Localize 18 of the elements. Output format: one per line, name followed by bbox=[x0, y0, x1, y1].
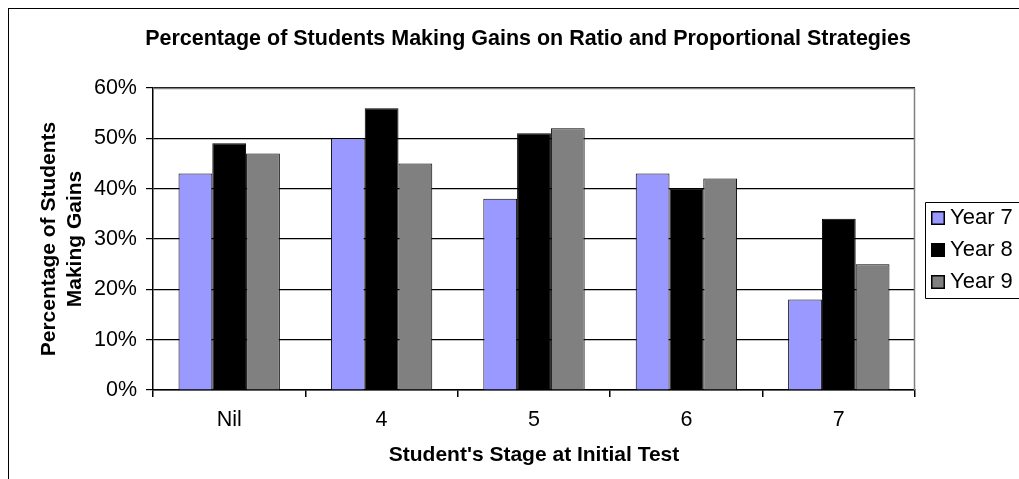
x-tick-label: 6 bbox=[680, 406, 693, 431]
y-tick-label: 0% bbox=[105, 376, 137, 401]
y-tick-label: 10% bbox=[93, 326, 137, 351]
y-tick-label: 40% bbox=[93, 175, 137, 200]
legend-label: Year 8 bbox=[950, 236, 1013, 262]
x-tick-label: 5 bbox=[528, 406, 541, 431]
y-tick-label: 30% bbox=[93, 225, 137, 250]
legend-label: Year 7 bbox=[950, 204, 1013, 230]
y-tick-label: 60% bbox=[93, 74, 137, 99]
x-tick-label: 4 bbox=[375, 406, 388, 431]
x-axis-title: Student's Stage at Initial Test bbox=[388, 442, 680, 466]
y-tick-label: 20% bbox=[93, 276, 137, 301]
chart-title: Percentage of Students Making Gains on Ratio and Proportional Strategies bbox=[145, 25, 911, 50]
x-tick-label: Nil bbox=[216, 406, 242, 431]
x-tick-label: 7 bbox=[832, 406, 845, 431]
legend-label: Year 9 bbox=[950, 268, 1013, 294]
y-tick-label: 50% bbox=[93, 125, 137, 150]
y-axis-title: Percentage of Students Making Gains bbox=[36, 121, 85, 357]
